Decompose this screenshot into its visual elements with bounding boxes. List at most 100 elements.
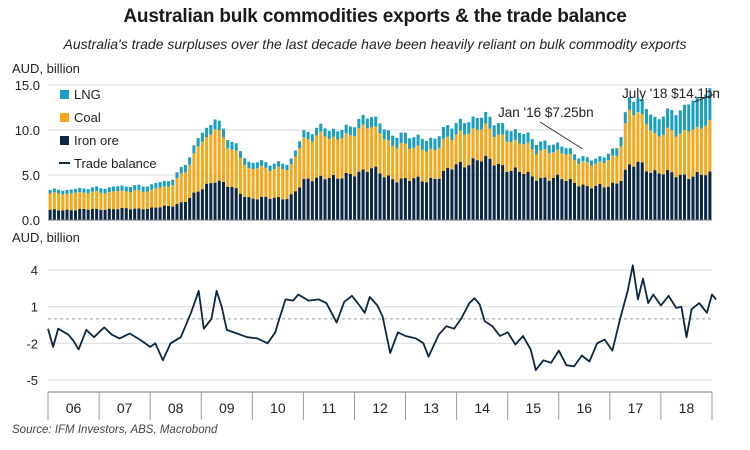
bar-iron-ore (344, 172, 348, 220)
bar-coal (644, 124, 648, 172)
bar-lng (99, 188, 103, 193)
bar-coal (403, 143, 407, 178)
bar-lng (666, 108, 670, 128)
bar-iron-ore (78, 208, 82, 220)
bar-lng (281, 163, 285, 170)
bar-coal (158, 187, 162, 208)
bar-coal (141, 191, 145, 210)
bar-coal (302, 137, 306, 179)
bar-lng (238, 151, 242, 159)
bar-iron-ore (209, 183, 213, 220)
bar-lng (687, 104, 691, 132)
annotation-label: Jan '16 $7.25bn (498, 105, 594, 120)
bar-coal (534, 154, 539, 181)
bar-iron-ore (99, 210, 103, 220)
bar-lng (205, 127, 209, 138)
bar-coal (331, 136, 336, 175)
top-ytick-label: 15.0 (15, 78, 40, 93)
bar-lng (412, 137, 416, 148)
bar-iron-ore (323, 179, 327, 220)
bar-lng (691, 100, 695, 130)
bar-iron-ore (336, 178, 340, 220)
bar-coal (69, 193, 73, 211)
bar-coal (86, 193, 90, 210)
bar-coal (471, 128, 475, 159)
bar-lng (200, 132, 204, 142)
bar-iron-ore (285, 199, 289, 220)
chart-subtitle: Australia's trade surpluses over the las… (63, 36, 687, 52)
bar-lng (501, 123, 505, 135)
bar-coal (678, 133, 682, 175)
bar-coal (120, 190, 124, 208)
bar-iron-ore (458, 161, 462, 220)
top-ytick-label: 10.0 (15, 123, 40, 138)
bar-iron-ore (289, 194, 293, 220)
bar-iron-ore (145, 208, 149, 220)
bar-iron-ore (361, 169, 365, 220)
bar-iron-ore (708, 171, 712, 220)
bar-iron-ore (399, 178, 403, 220)
bar-iron-ore (230, 186, 234, 220)
bar-coal (450, 140, 454, 170)
bar-lng (116, 186, 120, 191)
bar-coal (623, 123, 627, 170)
bar-coal (615, 156, 619, 184)
bar-iron-ore (628, 164, 632, 220)
bar-coal (416, 145, 420, 177)
bar-iron-ore (611, 182, 615, 220)
bar-lng (272, 163, 276, 170)
bar-iron-ore (471, 158, 475, 220)
bar-lng (112, 186, 116, 192)
bar-coal (636, 112, 640, 162)
bar-iron-ore (424, 182, 429, 220)
bar-lng (526, 132, 530, 143)
bar-lng (399, 132, 403, 144)
bar-lng (260, 160, 264, 166)
bar-lng (331, 128, 336, 137)
bar-lng (534, 145, 539, 155)
bar-coal (374, 126, 378, 167)
bar-lng (598, 156, 602, 162)
bar-lng (408, 138, 412, 150)
bar-lng (226, 140, 230, 149)
bar-coal (217, 129, 221, 181)
bar-lng (518, 132, 522, 144)
bar-lng (289, 158, 293, 165)
bar-iron-ore (378, 173, 382, 220)
bar-coal (133, 190, 137, 209)
bar-coal (243, 164, 247, 197)
bar-coal (327, 138, 331, 179)
bar-iron-ore (539, 177, 543, 220)
bar-iron-ore (281, 199, 285, 220)
bar-coal (488, 128, 492, 159)
legend-swatch-lng (60, 90, 69, 99)
bar-lng (484, 111, 488, 124)
bar-iron-ore (450, 169, 454, 220)
bar-coal (293, 156, 297, 192)
bar-iron-ore (107, 208, 111, 220)
bar-coal (281, 169, 285, 200)
bar-lng (323, 128, 327, 137)
bar-coal (361, 124, 365, 170)
bar-coal (632, 115, 636, 167)
bar-iron-ore (653, 170, 657, 220)
bar-lng (568, 148, 572, 155)
bar-lng (441, 127, 445, 139)
bar-lng (556, 142, 560, 150)
bar-coal (365, 128, 369, 172)
bar-lng (213, 119, 217, 130)
bar-iron-ore (479, 161, 484, 220)
bar-coal (52, 192, 56, 210)
bar-lng (302, 130, 306, 138)
bar-lng (670, 110, 674, 131)
bar-iron-ore (86, 209, 90, 220)
bar-iron-ore (69, 210, 73, 220)
bar-iron-ore (171, 206, 175, 220)
bar-coal (226, 148, 230, 187)
bar-iron-ore (65, 209, 69, 220)
bar-coal (568, 154, 572, 180)
axis-labels: 0.0 5.0 10.0 15.0 4 1 -2 -5 AUD, billion AUD, bil… (12, 61, 694, 416)
bar-lng (209, 125, 213, 135)
bar-iron-ore (687, 179, 691, 220)
bar-iron-ore (120, 207, 124, 220)
